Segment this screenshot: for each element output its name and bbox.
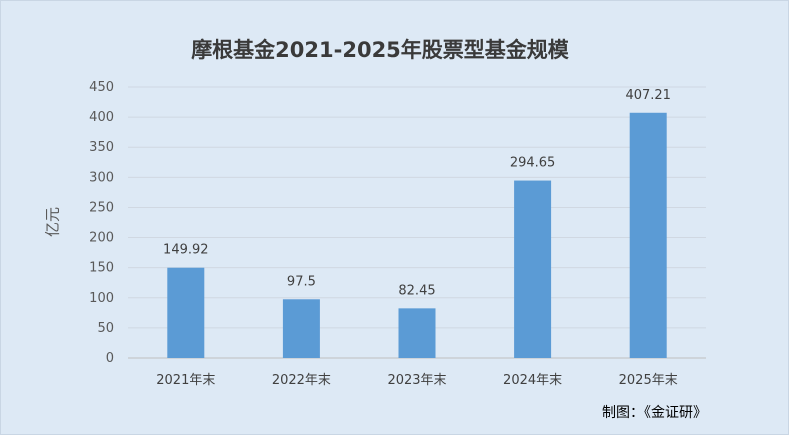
bar [514, 180, 552, 358]
bar [167, 267, 205, 358]
y-tick-label: 50 [97, 321, 114, 336]
credit-label: 制图：《金证研》 [602, 405, 707, 421]
data-label: 149.92 [163, 243, 209, 258]
x-tick-label: 2022年末 [272, 373, 331, 388]
y-tick-label: 400 [89, 110, 114, 125]
x-tick-label: 2021年末 [156, 373, 215, 388]
data-label: 407.21 [625, 88, 671, 103]
chart-title: 摩根基金2021-2025年股票型基金规模 [191, 38, 569, 62]
y-tick-label: 250 [89, 200, 114, 215]
bar [398, 308, 436, 358]
data-label: 97.5 [287, 274, 316, 289]
x-tick-label: 2024年末 [503, 373, 562, 388]
y-tick-label: 200 [89, 231, 114, 246]
y-tick-label: 350 [89, 140, 114, 155]
data-label: 294.65 [510, 156, 556, 171]
y-tick-label: 450 [89, 80, 114, 95]
x-tick-label: 2025年末 [619, 373, 678, 388]
x-tick-label: 2023年末 [387, 373, 446, 388]
data-label: 82.45 [398, 283, 435, 298]
y-tick-label: 0 [106, 351, 114, 366]
y-tick-label: 150 [89, 261, 114, 276]
bar [629, 112, 667, 358]
y-tick-label: 300 [89, 170, 114, 185]
y-tick-label: 100 [89, 291, 114, 306]
bar [282, 299, 320, 358]
